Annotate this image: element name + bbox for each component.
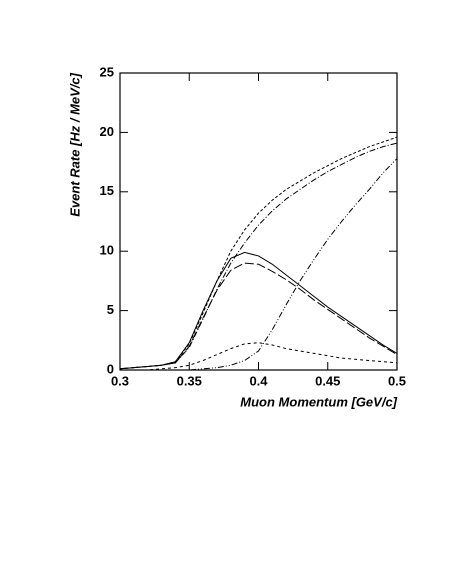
y-axis-title: Event Rate [Hz / MeV/c] [67, 72, 82, 216]
x-axis-title: Muon Momentum [GeV/c] [240, 394, 397, 409]
y-tick-label: 10 [100, 243, 114, 258]
series-line [119, 251, 398, 370]
y-tick-label: 25 [100, 64, 114, 79]
x-tick-label: 0.35 [177, 373, 202, 388]
series-line [119, 136, 398, 370]
x-tick-label: 0.3 [111, 373, 129, 388]
series-line [119, 262, 398, 370]
y-tick-label: 15 [100, 183, 114, 198]
y-tick-label: 5 [107, 302, 114, 317]
x-tick-label: 0.4 [249, 373, 268, 388]
series-line [120, 158, 398, 371]
x-tick-label: 0.45 [315, 373, 340, 388]
y-tick-label: 20 [100, 124, 114, 139]
y-tick-label: 0 [107, 361, 114, 376]
series-line [120, 342, 398, 371]
x-tick-label: 0.5 [388, 373, 406, 388]
